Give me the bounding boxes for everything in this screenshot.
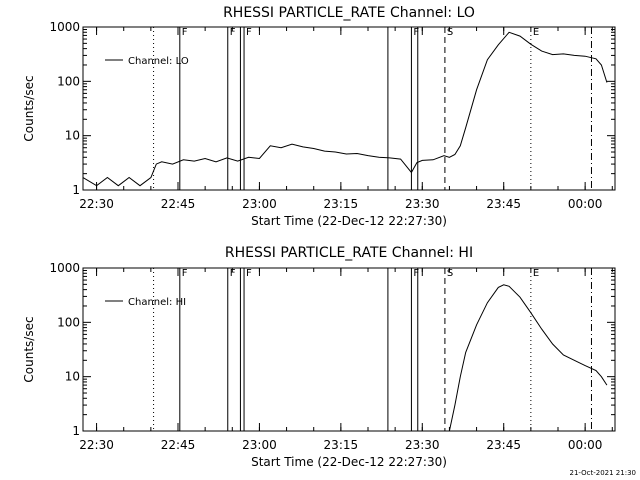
y-tick-label: 1000 bbox=[49, 20, 80, 34]
x-tick-label: 23:30 bbox=[405, 197, 440, 211]
event-marker-label: E bbox=[533, 27, 539, 38]
y-tick-label: 1 bbox=[72, 183, 80, 197]
event-marker-label: F bbox=[182, 27, 188, 38]
y-tick-label: 1 bbox=[72, 424, 80, 438]
series-line-1-1 bbox=[83, 31, 608, 187]
legend-label: Channel: LO bbox=[128, 56, 189, 67]
event-marker-label: F bbox=[182, 268, 188, 279]
x-tick-label: 23:15 bbox=[324, 438, 359, 452]
x-tick-label: 23:00 bbox=[242, 197, 277, 211]
event-marker-label: S bbox=[447, 268, 453, 279]
x-tick-label: 22:30 bbox=[79, 438, 114, 452]
y-tick-label: 100 bbox=[57, 315, 80, 329]
x-tick-label: 22:30 bbox=[79, 197, 114, 211]
x-tick-label: 23:45 bbox=[486, 438, 521, 452]
x-tick-label: 23:00 bbox=[242, 438, 277, 452]
x-axis-label: Start Time (22-Dec-12 22:27:30) bbox=[251, 455, 447, 469]
x-tick-label: 23:45 bbox=[486, 197, 521, 211]
event-marker-label: F bbox=[230, 268, 236, 279]
x-tick-label: 00:00 bbox=[568, 438, 603, 452]
event-marker-label: S bbox=[447, 27, 453, 38]
event-marker-label: F bbox=[413, 268, 419, 279]
plot-frame bbox=[82, 267, 616, 432]
event-marker-label: F bbox=[413, 27, 419, 38]
y-tick-label: 10 bbox=[65, 370, 80, 384]
chart-panel-2: RHESSI PARTICLE_RATE Channel: HI Counts/s… bbox=[22, 245, 616, 469]
plot-frame bbox=[82, 26, 616, 191]
y-tick-label: 10 bbox=[65, 129, 80, 143]
x-tick-label: 23:15 bbox=[324, 197, 359, 211]
x-tick-label: 00:00 bbox=[568, 197, 603, 211]
y-tick-label: 1000 bbox=[49, 261, 80, 275]
y-tick-label: 100 bbox=[57, 74, 80, 88]
footer-timestamp: 21-Oct-2021 21:30 bbox=[570, 469, 636, 477]
y-axis-label: Counts/sec bbox=[22, 316, 36, 382]
y-axis-label: Counts/sec bbox=[22, 75, 36, 141]
event-marker-label: F bbox=[246, 268, 252, 279]
chart-title: RHESSI PARTICLE_RATE Channel: LO bbox=[223, 5, 475, 21]
x-tick-label: 22:45 bbox=[161, 438, 196, 452]
chart-panel-1: RHESSI PARTICLE_RATE Channel: LO Counts/s… bbox=[22, 5, 616, 228]
legend-label: Channel: HI bbox=[128, 297, 186, 308]
series-line-2-1 bbox=[448, 284, 608, 431]
event-marker-label: E bbox=[533, 268, 539, 279]
event-marker-label: F bbox=[230, 27, 236, 38]
x-axis-label: Start Time (22-Dec-12 22:27:30) bbox=[251, 214, 447, 228]
x-tick-label: 23:30 bbox=[405, 438, 440, 452]
chart-title: RHESSI PARTICLE_RATE Channel: HI bbox=[225, 245, 473, 261]
event-marker-label: F bbox=[246, 27, 252, 38]
x-tick-label: 22:45 bbox=[161, 197, 196, 211]
